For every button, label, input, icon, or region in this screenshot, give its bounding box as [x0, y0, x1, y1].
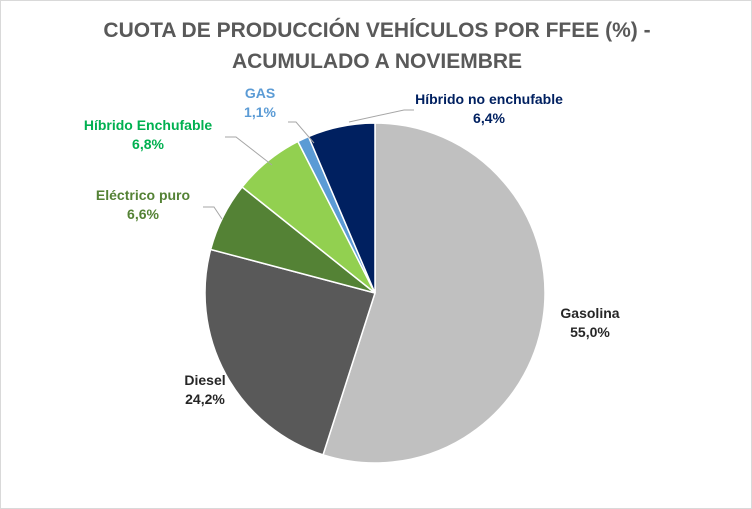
slice-value: 6,4% — [473, 110, 505, 126]
leader-line-hibrido-no-enchufable — [348, 109, 414, 123]
data-label-diesel: Diesel 24,2% — [184, 372, 225, 407]
slice-name: Eléctrico puro — [96, 187, 190, 203]
data-label-gas: GAS 1,1% — [244, 85, 276, 120]
pie-slice-diesel — [204, 248, 376, 456]
leader-line-gas — [288, 121, 315, 144]
slice-name: Diesel — [184, 372, 225, 388]
leader-line-hibrido-enchufable — [225, 136, 273, 166]
slice-value: 6,8% — [132, 136, 164, 152]
chart-title-line-2: ACUMULADO A NOVIEMBRE — [231, 50, 523, 73]
slice-name: Gasolina — [560, 305, 619, 321]
data-label-gasolina: Gasolina 55,0% — [560, 305, 619, 340]
chart-title: CUOTA DE PRODUCCIÓN VEHÍCULOS POR FFEE (… — [1, 15, 752, 77]
slice-value: 55,0% — [570, 324, 610, 340]
slice-value: 24,2% — [185, 391, 225, 407]
data-label-hibrido-enchufable: Híbrido Enchufable 6,8% — [84, 117, 213, 152]
pie-slice-gasolina — [322, 122, 546, 464]
data-label-hibrido-no-enchufable: Híbrido no enchufable 6,4% — [415, 91, 563, 126]
slice-value: 1,1% — [244, 104, 276, 120]
data-label-electrico-puro: Eléctrico puro 6,6% — [96, 187, 190, 222]
slice-value: 6,6% — [127, 206, 159, 222]
chart-title-line-1: CUOTA DE PRODUCCIÓN VEHÍCULOS POR FFEE (… — [103, 19, 651, 42]
leader-line-electrico-puro — [203, 206, 223, 220]
slice-name: Híbrido Enchufable — [84, 117, 213, 133]
slice-name: Híbrido no enchufable — [415, 91, 563, 107]
slice-name: GAS — [245, 85, 275, 101]
